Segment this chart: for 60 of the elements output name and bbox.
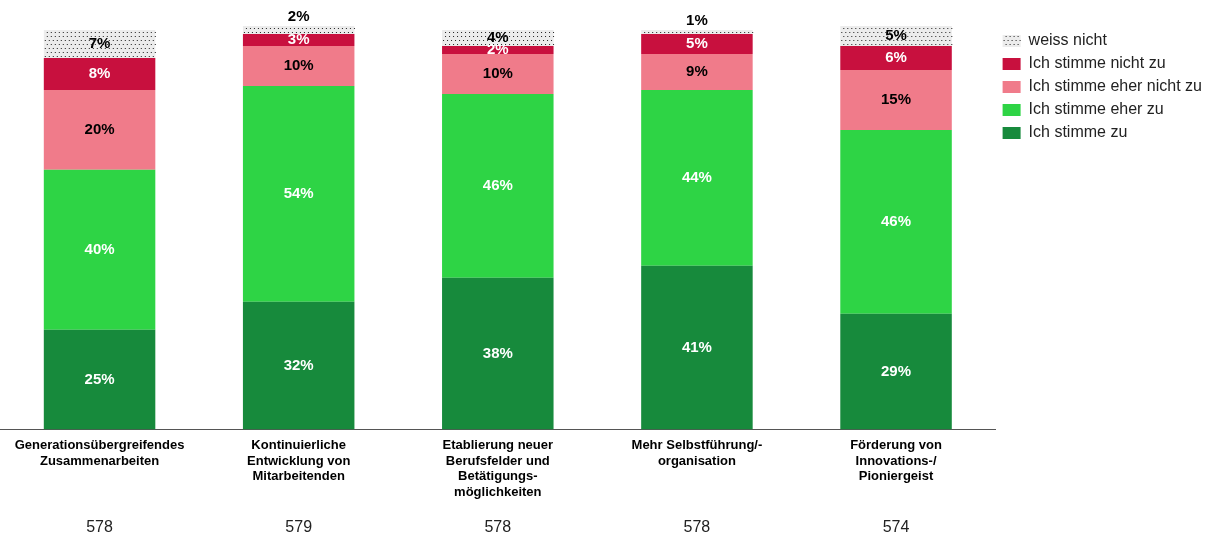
bar — [442, 53, 554, 94]
data-label: 15% — [881, 90, 912, 108]
data-label: 44% — [681, 167, 712, 185]
legend-label: Ich stimme eher nicht zu — [1028, 77, 1203, 95]
x-tick-label: Mehr Selbstführung/-organisation — [631, 436, 763, 468]
data-label: 20% — [84, 120, 115, 138]
bar — [43, 30, 156, 58]
data-label: 38% — [482, 343, 513, 361]
legend-label: Ich stimme eher zu — [1028, 100, 1164, 118]
bar — [641, 53, 753, 90]
bar — [242, 301, 355, 430]
bar — [840, 45, 952, 70]
bar — [43, 169, 156, 330]
data-label: 46% — [881, 211, 912, 229]
legend-label: weiss nicht — [1027, 31, 1108, 49]
text: 574 — [882, 518, 910, 535]
bar — [43, 329, 156, 430]
bar — [242, 45, 355, 86]
bar — [43, 89, 156, 170]
data-label: 5% — [686, 34, 708, 52]
bar — [641, 30, 753, 34]
data-label: 1% — [686, 11, 708, 29]
data-label: 10% — [283, 56, 314, 74]
legend-label: Ich stimme nicht zu — [1028, 54, 1166, 72]
data-label: 46% — [482, 175, 513, 193]
bar — [840, 313, 952, 430]
data-label: 40% — [84, 239, 115, 257]
x-tick-label: Förderung von Innovations-/ Pioniergeist — [850, 436, 942, 484]
text: 578 — [683, 518, 711, 535]
data-label: 9% — [686, 62, 708, 80]
bar — [840, 26, 952, 46]
legend-label: Ich stimme zu — [1028, 123, 1128, 141]
bar — [442, 93, 554, 278]
bar — [641, 33, 753, 54]
text: 578 — [484, 518, 512, 535]
text: 578 — [86, 518, 114, 535]
x-tick-label: Generationsübergreifendes Zusammenarbeiten — [14, 436, 185, 468]
data-label: 32% — [283, 355, 314, 373]
bar — [242, 26, 355, 34]
bar — [641, 265, 753, 430]
text: 579 — [285, 518, 313, 535]
bar — [840, 69, 952, 130]
data-label: 6% — [885, 48, 907, 66]
data-label: 5% — [885, 26, 907, 44]
data-label: 3% — [287, 30, 310, 48]
data-label: 54% — [283, 183, 314, 201]
data-label: 10% — [482, 64, 513, 82]
data-label: 29% — [881, 361, 912, 379]
data-label: 41% — [681, 337, 712, 355]
bar — [641, 89, 753, 266]
bar — [442, 277, 554, 430]
bar — [43, 57, 156, 90]
data-label: 25% — [84, 369, 115, 387]
x-tick-label: Kontinuierliche Entwicklung von Mitarbeitenden — [247, 436, 351, 484]
data-label: 7% — [88, 34, 111, 52]
bar — [840, 129, 952, 314]
data-label: 8% — [88, 64, 111, 82]
data-label: 2% — [287, 7, 310, 25]
bar — [242, 85, 355, 302]
x-tick-label: Etablierung neuer Berufsfelder und Betätigungs-möglichkeiten — [442, 436, 554, 499]
